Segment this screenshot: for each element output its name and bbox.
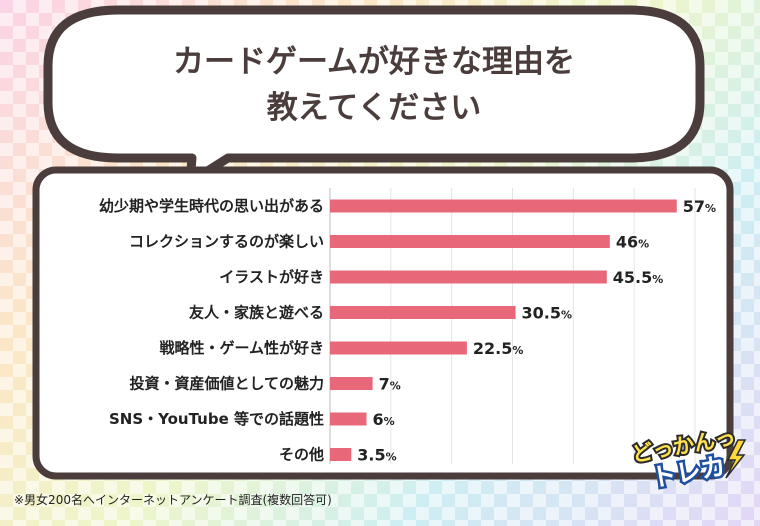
value-labels: 57%46%45.5%30.5%22.5%7%6%3.5% [357,197,716,465]
value-label: 22.5% [473,339,524,358]
bar [330,306,516,319]
value-unit: % [390,380,401,393]
value-number: 3.5 [357,446,385,465]
lightning-icon [725,439,747,479]
bars [330,199,677,461]
value-number: 45.5 [613,268,652,287]
value-label: 45.5% [613,268,664,287]
bar [330,270,607,284]
value-unit: % [561,309,572,322]
value-number: 22.5 [473,339,512,358]
heading-line2: 教えてください [267,90,482,126]
value-label: 57% [683,197,716,216]
value-label: 46% [616,233,649,252]
value-unit: % [384,415,395,428]
category-label: イラストが好き [219,268,324,286]
category-labels: 幼少期や学生時代の思い出があるコレクションするのが楽しいイラストが好き友人・家族… [99,197,324,464]
bar [330,199,677,213]
bar [330,341,467,355]
value-unit: % [705,202,716,215]
value-unit: % [638,238,649,251]
value-unit: % [512,344,523,357]
category-label: 幼少期や学生時代の思い出がある [99,197,324,215]
value-number: 46 [616,233,638,252]
value-label: 3.5% [357,446,396,465]
value-label: 7% [379,375,401,394]
heading-line1: カードゲームが好きな理由を [173,44,575,80]
bar [330,448,352,461]
value-number: 7 [379,375,390,394]
category-label: その他 [279,446,324,464]
category-label: 戦略性・ゲーム性が好き [159,339,324,357]
footnote: ※男女200名へインターネットアンケート調査(複数回答可) [14,493,332,507]
bar [330,412,367,426]
value-number: 6 [373,410,384,429]
category-label: コレクションするのが楽しい [129,233,324,251]
bar [330,377,373,390]
value-unit: % [652,273,663,286]
category-label: 友人・家族と遊べる [189,304,324,322]
bar [330,235,610,248]
value-label: 6% [373,410,395,429]
value-number: 30.5 [522,304,561,323]
category-label: SNS・YouTube 等での話題性 [109,410,324,428]
grid [329,188,696,464]
chart-panel [32,166,734,480]
value-unit: % [386,451,397,464]
value-label: 30.5% [522,304,573,323]
value-number: 57 [683,197,705,216]
category-label: 投資・資産価値としての魅力 [129,375,324,393]
